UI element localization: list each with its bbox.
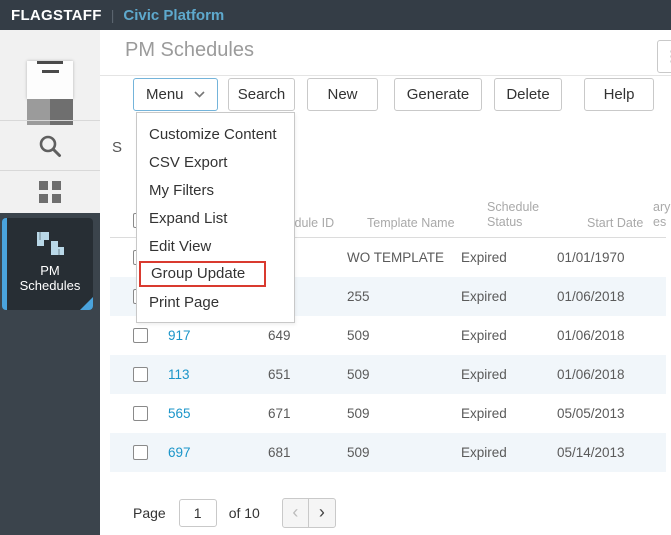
sidebar-apps-button[interactable]	[0, 171, 100, 213]
tile-active-corner	[80, 297, 93, 310]
agency-brand: FLAGSTAFF	[11, 6, 102, 24]
help-button[interactable]: Help	[584, 78, 654, 111]
table-row: 917 649 509 Expired 01/06/2018	[110, 316, 666, 355]
tile-label-line2: Schedules	[19, 278, 81, 293]
page-title: PM Schedules	[125, 39, 254, 61]
sidebar: PM Schedules	[0, 30, 100, 535]
page-number-input[interactable]	[178, 499, 217, 527]
table-row: 697 681 509 Expired 05/14/2013	[110, 433, 666, 472]
row-checkbox[interactable]	[133, 406, 148, 421]
sidebar-search-button[interactable]	[0, 121, 100, 170]
sidebar-divider	[0, 170, 100, 171]
column-header-start-date[interactable]: Start Date	[587, 216, 644, 230]
menu-item-customize-content[interactable]: Customize Content	[149, 126, 277, 143]
row-link[interactable]: 565	[168, 406, 191, 421]
menu-item-group-update[interactable]: Group Update	[137, 260, 294, 288]
column-header-truncated: ary es	[653, 200, 671, 229]
page-count-label: of 10	[228, 505, 260, 521]
toolbar: Menu Search New Generate Delete Help	[133, 78, 654, 111]
row-checkbox[interactable]	[133, 328, 148, 343]
search-button[interactable]: Search	[228, 78, 295, 111]
tile-label-line1: PM	[40, 263, 60, 278]
pipes-icon	[7, 230, 93, 263]
logo-line	[41, 70, 59, 73]
sidebar-item-pm-schedules[interactable]: PM Schedules	[2, 218, 93, 310]
brand-separator: |	[110, 7, 115, 23]
table-row: 565 671 509 Expired 05/05/2013	[110, 394, 666, 433]
menu-item-my-filters[interactable]: My Filters	[149, 182, 214, 199]
menu-item-print-page[interactable]: Print Page	[149, 294, 220, 311]
menu-button-label: Menu	[146, 86, 184, 103]
menu-item-expand-list[interactable]: Expand List	[149, 210, 228, 227]
next-page-button[interactable]: ›	[318, 502, 325, 522]
column-header-schedule-status[interactable]: Schedule Status	[487, 200, 540, 229]
title-overflow-button[interactable]: ⋮	[657, 40, 671, 73]
new-button[interactable]: New	[307, 78, 378, 111]
delete-button[interactable]: Delete	[494, 78, 562, 111]
chevron-down-icon	[194, 91, 205, 98]
pager-buttons: ‹ ›	[281, 498, 336, 528]
row-checkbox[interactable]	[133, 367, 148, 382]
top-bar: FLAGSTAFF | Civic Platform	[0, 0, 671, 30]
apps-grid-icon	[39, 181, 61, 203]
group-update-highlight-box: Group Update	[139, 261, 267, 287]
menu-dropdown: Customize Content CSV Export My Filters …	[136, 112, 295, 323]
sidebar-divider	[0, 120, 100, 121]
logo-card	[27, 61, 73, 99]
menu-item-edit-view[interactable]: Edit View	[149, 238, 212, 255]
main-content: PM Schedules ⋮ Menu Search New Generate …	[100, 30, 671, 535]
hidden-section-heading-fragment: S	[112, 139, 123, 156]
search-icon	[39, 135, 61, 157]
launchpad-logo-icon[interactable]	[27, 50, 73, 125]
row-checkbox[interactable]	[133, 445, 148, 460]
logo-squares	[27, 99, 73, 125]
row-link[interactable]: 917	[168, 328, 191, 343]
previous-page-button[interactable]: ‹	[283, 499, 309, 527]
logo-line	[37, 61, 63, 64]
column-header-template-name[interactable]: Template Name	[367, 216, 455, 230]
menu-item-csv-export[interactable]: CSV Export	[149, 154, 228, 171]
title-divider	[100, 75, 671, 76]
row-link[interactable]: 113	[168, 367, 190, 382]
product-name: Civic Platform	[123, 6, 225, 24]
row-link[interactable]: 697	[168, 445, 191, 460]
menu-button[interactable]: Menu	[133, 78, 218, 111]
pm-schedules-table: Schedule ID Template Name Schedule Statu…	[110, 193, 670, 472]
table-row: 113 651 509 Expired 01/06/2018	[110, 355, 666, 394]
pagination: Page of 10 ‹ ›	[133, 498, 336, 528]
generate-button[interactable]: Generate	[394, 78, 482, 111]
page-label: Page	[133, 505, 166, 521]
